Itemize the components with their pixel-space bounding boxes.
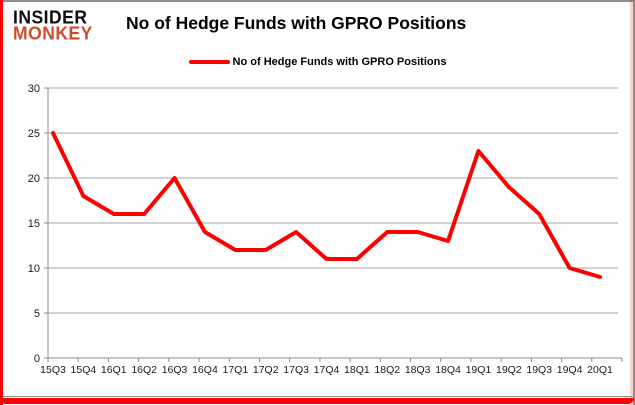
- frame-right-border: [633, 0, 635, 405]
- y-tick-label: 20: [28, 173, 40, 185]
- y-tick-label: 0: [34, 353, 40, 365]
- legend-line-swatch: [188, 60, 230, 64]
- x-tick-label: 20Q1: [587, 364, 613, 376]
- frame-bottom-gray-line: [0, 396, 635, 397]
- x-tick-label: 17Q3: [283, 364, 309, 376]
- x-tick-label: 18Q4: [435, 364, 461, 376]
- frame-top-border: [0, 0, 635, 2]
- series-line: [51, 131, 602, 279]
- y-tick-label: 10: [28, 263, 40, 275]
- x-tick-label: 19Q3: [526, 364, 552, 376]
- y-tick-label: 15: [28, 218, 40, 230]
- x-tick-label: 16Q4: [192, 364, 218, 376]
- x-tick-label: 17Q4: [314, 364, 340, 376]
- x-tick-label: 19Q1: [466, 364, 492, 376]
- x-tick-label: 19Q4: [557, 364, 583, 376]
- x-tick-label: 15Q4: [71, 364, 97, 376]
- x-tick-label: 16Q3: [162, 364, 188, 376]
- insider-monkey-logo: INSIDER MONKEY: [13, 6, 123, 44]
- y-tick-label: 30: [28, 83, 40, 95]
- x-tick-label: 18Q1: [344, 364, 370, 376]
- legend-label: No of Hedge Funds with GPRO Positions: [232, 56, 447, 68]
- red-border-bottom: [0, 398, 634, 404]
- chart-title: No of Hedge Funds with GPRO Positions: [126, 13, 467, 33]
- legend: No of Hedge Funds with GPRO Positions: [0, 56, 635, 68]
- x-tick-label: 18Q2: [374, 364, 400, 376]
- logo-text-monkey: MONKEY: [13, 22, 93, 44]
- x-tick-label: 19Q2: [496, 364, 522, 376]
- y-tick-label: 5: [34, 308, 40, 320]
- x-tick-label: 16Q1: [101, 364, 127, 376]
- red-border-left: [0, 0, 3, 405]
- y-tick-label: 25: [28, 128, 40, 140]
- frame-right-red-glow: [630, 0, 633, 405]
- x-tick-label: 16Q2: [131, 364, 157, 376]
- x-tick-label: 18Q3: [405, 364, 431, 376]
- x-tick-label: 15Q3: [40, 364, 66, 376]
- logo-text-insider: INSIDER: [13, 6, 88, 28]
- x-tick-label: 17Q1: [222, 364, 248, 376]
- x-tick-label: 17Q2: [253, 364, 279, 376]
